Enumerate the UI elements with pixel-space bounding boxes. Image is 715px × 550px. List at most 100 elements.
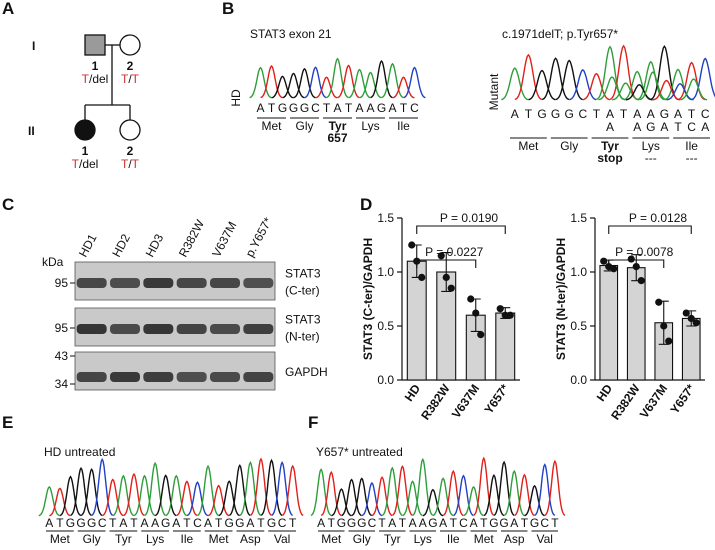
amino-acid: Val [274, 532, 290, 546]
chromatogram-peak [102, 478, 124, 517]
blot-band [176, 278, 207, 288]
chromatogram-peak [501, 67, 529, 101]
chromatogram-peak [331, 488, 352, 517]
chromatogram-peak [59, 475, 82, 517]
y-tick-label: 0.5 [570, 319, 587, 333]
chromatogram-peak [282, 72, 305, 99]
blot-band [176, 324, 207, 334]
male-carrier [84, 34, 106, 56]
base-letter: A [172, 516, 180, 530]
lane-label: HD1 [76, 231, 100, 259]
blot-band [210, 324, 240, 334]
chromatogram-peak [483, 474, 505, 517]
base-letter: G [377, 101, 386, 115]
base-letter: C [540, 516, 549, 530]
base-letter: G [565, 107, 574, 121]
chromatogram-peak [361, 481, 383, 517]
chromatogram-peak [463, 485, 484, 517]
blot-band [76, 278, 107, 288]
amino-acid: Ile [181, 532, 194, 546]
genotype-part: T [132, 157, 140, 171]
base-letter: T [399, 516, 407, 530]
base-letter: A [388, 101, 396, 115]
chromatogram-peak [524, 484, 545, 517]
base-letter: C [311, 101, 320, 115]
p-value: P = 0.0078 [615, 245, 673, 259]
chromatogram-peak [348, 68, 371, 99]
sample-label: HD [229, 89, 243, 107]
blot-band [76, 372, 107, 382]
data-point [418, 273, 426, 281]
blot-label: GAPDH [285, 365, 328, 379]
sample-label: Mutant [487, 73, 501, 110]
chromatogram-peak [326, 57, 349, 99]
chromatogram-peak [144, 461, 166, 516]
y-tick-label: 1.5 [570, 211, 587, 225]
panel-label: B [222, 0, 234, 18]
chromatogram-peak [680, 78, 708, 101]
base-letter: G [347, 516, 356, 530]
base-letter: A [606, 107, 614, 121]
base-letter: A [511, 107, 519, 121]
base-letter: A [660, 120, 668, 134]
amino-acid: Gly [296, 119, 314, 133]
data-point [682, 309, 690, 317]
chromatogram-peak [381, 466, 403, 517]
chromatogram-peak [176, 480, 198, 517]
chromatogram-peak [639, 71, 667, 101]
amino-acid: Ile [397, 119, 410, 133]
blot-band [110, 278, 140, 288]
base-letter: T [593, 107, 601, 121]
chromatogram-peak [514, 473, 535, 517]
chromatogram-peak [412, 457, 434, 516]
significance-bracket [608, 225, 692, 234]
base-letter: T [345, 101, 353, 115]
sequence-title: Y657* untreated [316, 445, 403, 459]
chromatogram-peak [49, 487, 71, 517]
base-letter: G [537, 107, 546, 121]
chromatogram-peak [38, 486, 61, 517]
data-point [447, 284, 455, 292]
amino-acid: Tyr [384, 532, 401, 546]
p-value: P = 0.0190 [440, 211, 498, 225]
base-letter: A [141, 516, 149, 530]
chromatogram-peak [691, 57, 715, 101]
amino-acid-note: --- [686, 151, 698, 165]
chromatogram-peak [370, 59, 393, 99]
blot-strip [74, 351, 276, 391]
blot-band [143, 278, 174, 288]
base-letter: T [215, 516, 223, 530]
chromatogram-peak [453, 474, 474, 517]
chromatogram-peak [652, 79, 681, 101]
data-point [687, 314, 695, 323]
chromatogram-peak [207, 484, 230, 517]
chromatogram-peak [271, 461, 293, 516]
chromatogram-peak [337, 64, 360, 99]
p-value: P = 0.0227 [425, 245, 483, 259]
chromatogram-peak [371, 476, 393, 517]
x-tick-label: R382W [418, 381, 453, 422]
chromatogram-peak [197, 464, 219, 517]
generation-label: II [28, 124, 35, 138]
base-letter: T [183, 516, 191, 530]
amino-acid: Asp [504, 532, 525, 546]
base-letter: T [620, 107, 628, 121]
base-letter: A [151, 516, 159, 530]
x-tick-label: V637M [449, 382, 482, 421]
chromatogram-peak [381, 62, 404, 99]
chromatogram-peak [260, 458, 283, 516]
amino-acid: Gly [353, 532, 371, 546]
base-letter: A [647, 107, 655, 121]
bar [626, 267, 646, 381]
blot-band [243, 324, 274, 334]
base-letter: T [480, 516, 488, 530]
chromatogram-peak [304, 66, 327, 99]
chromatogram-peak [612, 82, 640, 101]
data-point [660, 322, 668, 330]
amino-acid-note: 657 [327, 131, 347, 145]
amino-acid: Lys [146, 532, 164, 546]
p-value: P = 0.0128 [629, 211, 687, 225]
blot-band [243, 278, 274, 288]
base-letter: A [256, 101, 264, 115]
genotype-part: /del [89, 72, 108, 86]
